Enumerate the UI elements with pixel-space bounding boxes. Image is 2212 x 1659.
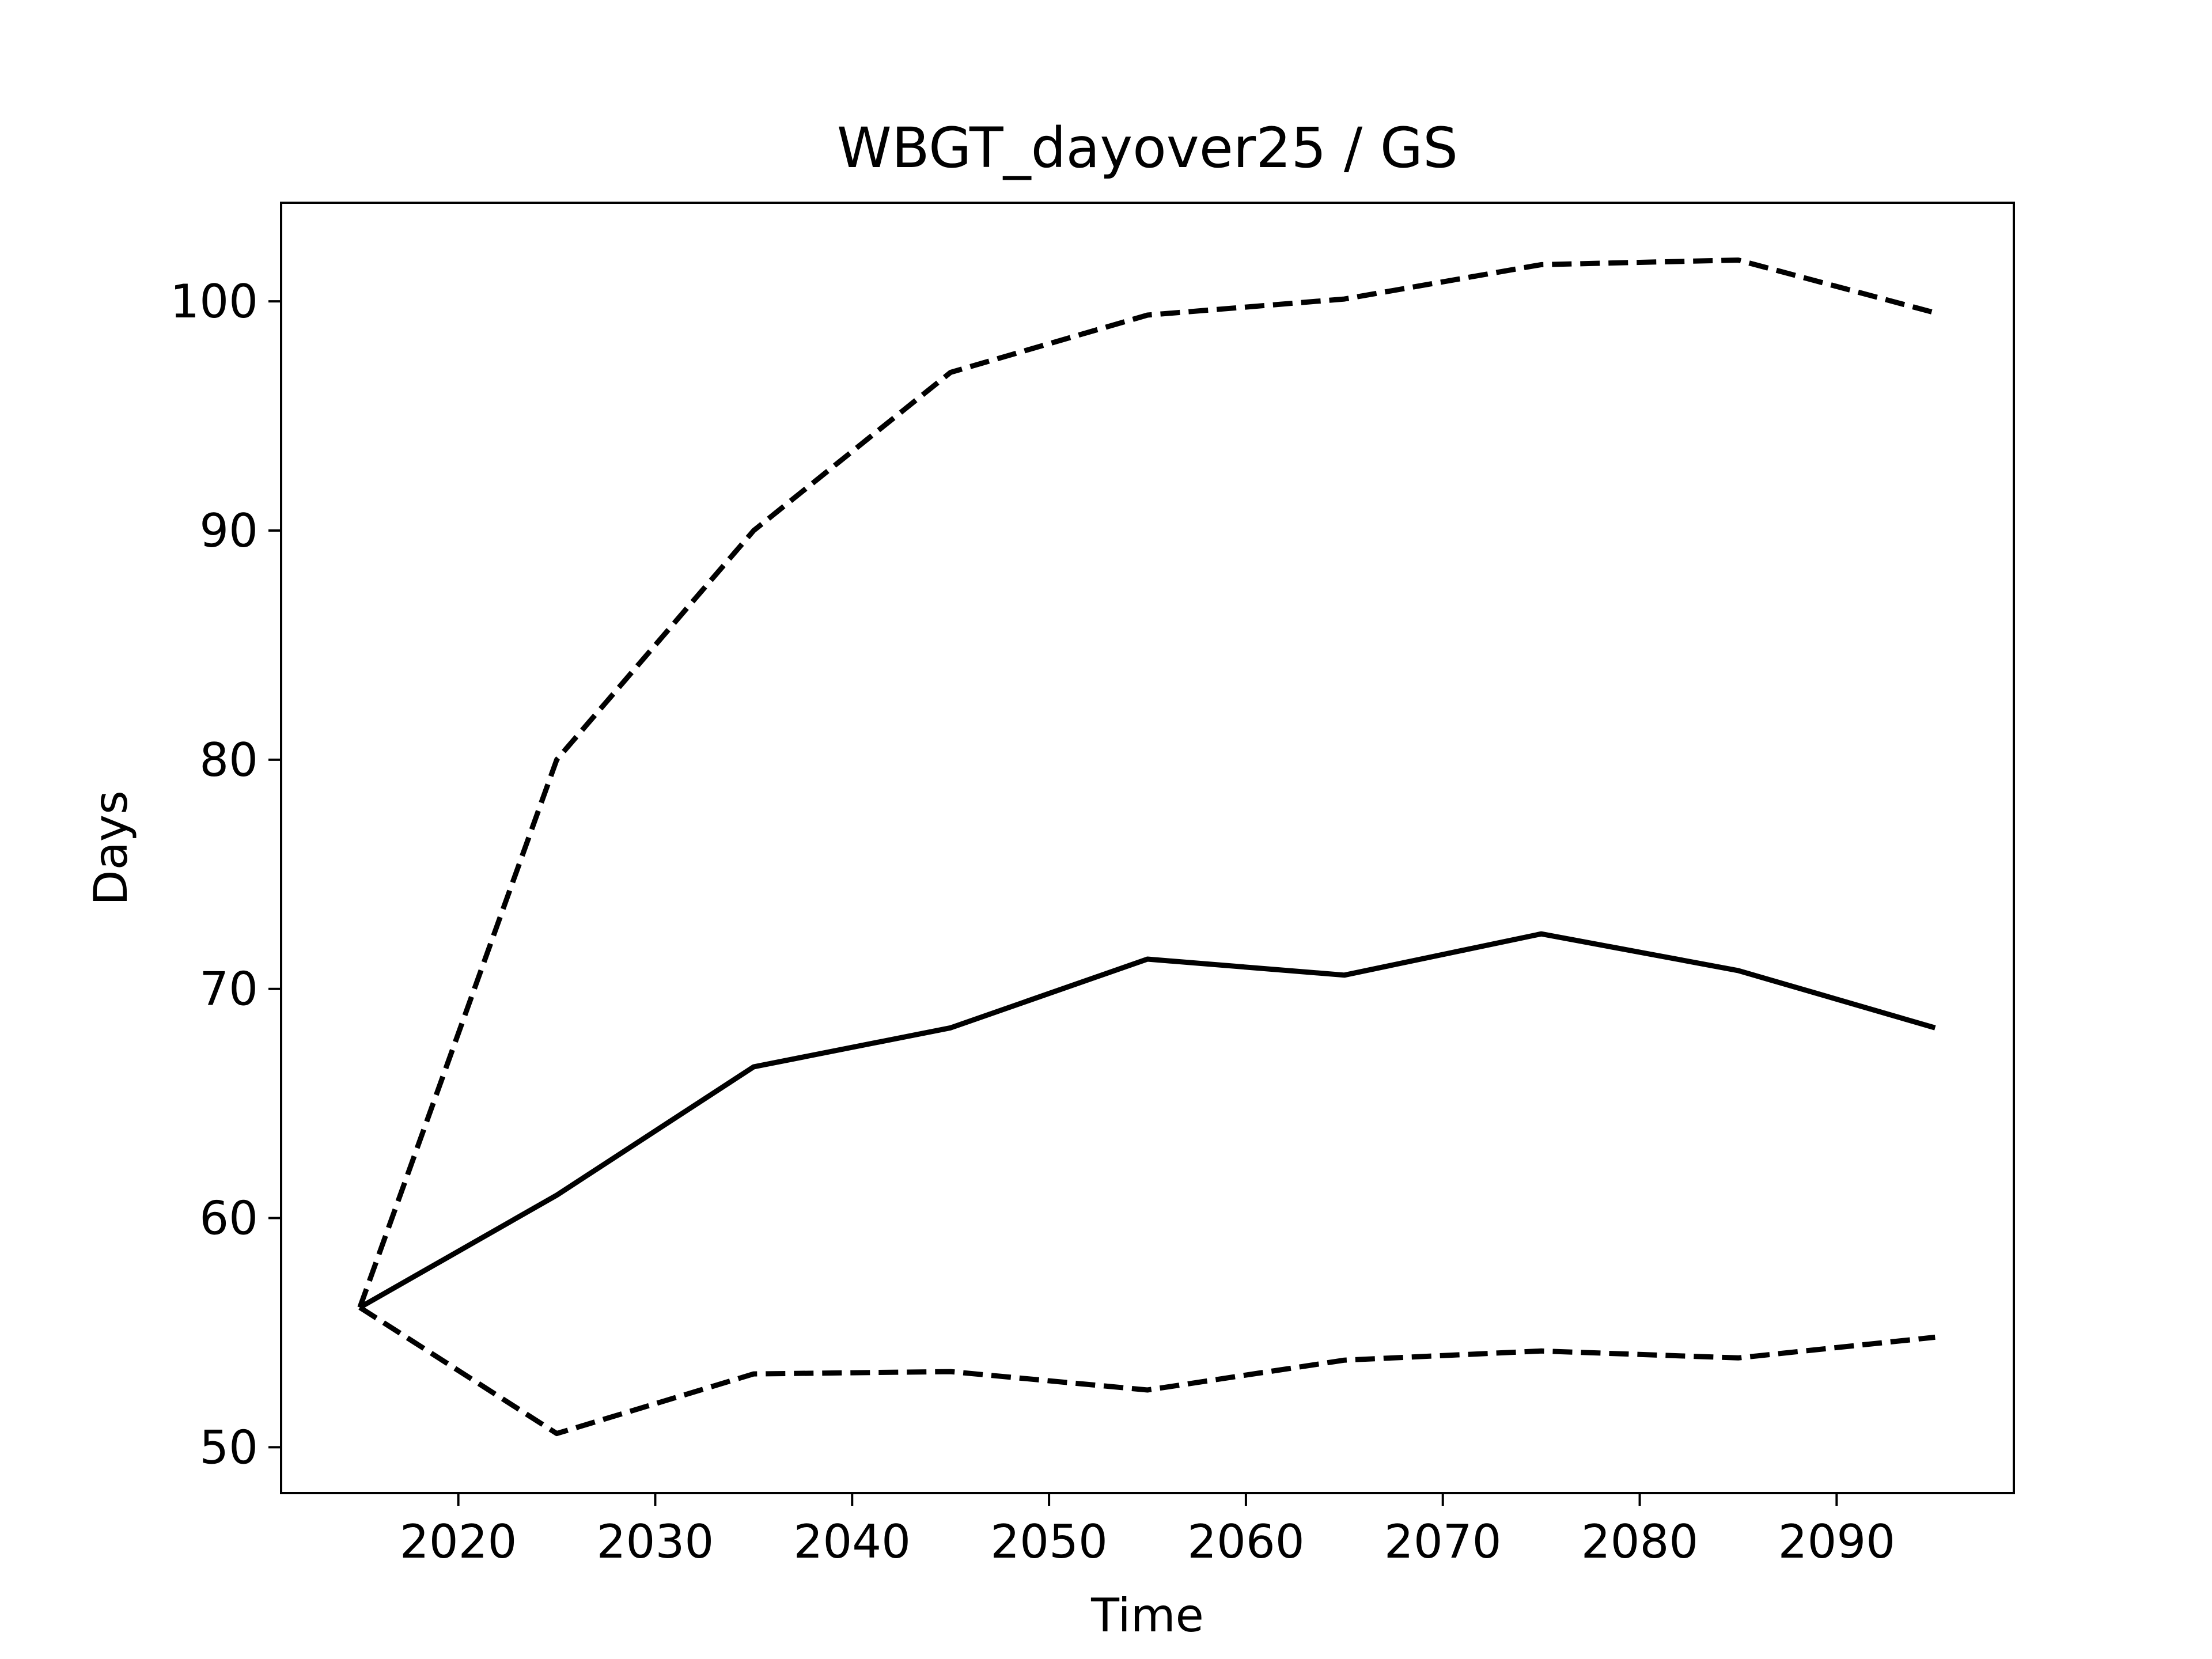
x-tick-label: 2030 <box>597 1515 714 1569</box>
x-tick-label: 2050 <box>990 1515 1108 1569</box>
y-tick-label: 60 <box>199 1192 258 1245</box>
series-line-2 <box>357 257 1936 1309</box>
series-line-3 <box>358 1305 1936 1437</box>
ticks-layer: 2020 2030 2040 2050 2060 2070 2080 2090 50 60 70 80… <box>170 275 1895 1569</box>
y-tick-label: 70 <box>199 963 258 1016</box>
x-tick-label: 2060 <box>1187 1515 1305 1569</box>
y-tick-label: 80 <box>199 733 258 787</box>
y-tick-label: 100 <box>170 275 258 328</box>
y-tick-label: 90 <box>199 504 258 558</box>
x-tick-label: 2040 <box>793 1515 911 1569</box>
y-axis-label: Days <box>84 790 138 906</box>
x-tick-label: 2070 <box>1384 1515 1502 1569</box>
x-axis-label: Time <box>1090 1589 1204 1642</box>
x-tick-label: 2090 <box>1778 1515 1896 1569</box>
series-layer <box>357 257 1936 1437</box>
chart-title: WBGT_dayover25 / GS <box>837 116 1458 180</box>
x-tick-label: 2020 <box>400 1515 517 1569</box>
plot-frame <box>280 202 2015 1494</box>
y-tick-label: 50 <box>199 1421 258 1474</box>
series-line-1 <box>358 931 1936 1310</box>
x-tick-label: 2080 <box>1581 1515 1699 1569</box>
